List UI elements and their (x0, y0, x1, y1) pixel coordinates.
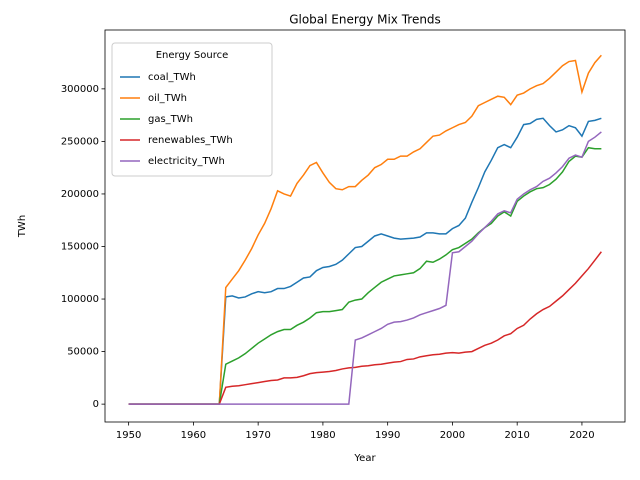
legend: Energy Source coal_TWh oil_TWh gas_TWhrenew… (111, 42, 273, 177)
x-tick-label: 2010 (504, 430, 529, 441)
y-tick-label: 250000 (61, 136, 99, 147)
chart-title: Global Energy Mix Trends (289, 13, 441, 27)
x-tick-label: 1980 (310, 430, 335, 441)
x-tick-label: 1990 (375, 430, 400, 441)
legend-box (111, 42, 273, 177)
legend-label: renewables_TWh (148, 135, 233, 146)
x-axis-label: Year (353, 453, 376, 464)
x-tick-label: 1950 (116, 430, 141, 441)
y-tick-label: 200000 (61, 189, 99, 200)
legend-label: oil_TWh (148, 93, 187, 104)
plot-frame (104, 29, 626, 423)
legend-label: gas_TWh (148, 114, 193, 125)
y-tick-label: 300000 (61, 84, 99, 95)
legend-label: coal_TWh (148, 72, 196, 83)
data-line (128, 131, 602, 405)
x-tick-label: 1970 (245, 430, 270, 441)
y-tick-label: 0 (93, 399, 99, 410)
y-tick-label: 150000 (61, 241, 99, 252)
data-line (128, 251, 602, 405)
y-tick-label: 100000 (61, 294, 99, 305)
x-tick-label: 1960 (181, 430, 206, 441)
x-tick-label: 2020 (569, 430, 594, 441)
legend-label: electricity_TWh (148, 156, 225, 167)
legend-title: Energy Source (156, 50, 229, 61)
y-tick-label: 50000 (67, 347, 99, 358)
x-tick-label: 2000 (440, 430, 465, 441)
y-axis-label: TWh (17, 215, 28, 238)
